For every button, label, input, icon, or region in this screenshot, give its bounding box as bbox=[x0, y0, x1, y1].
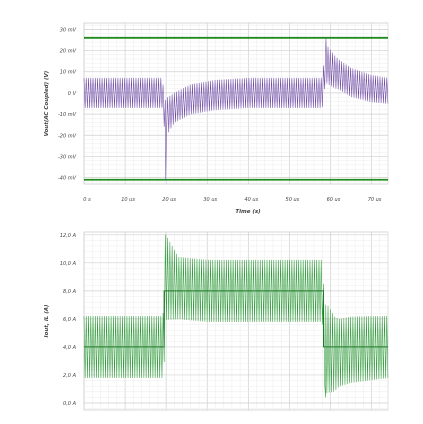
vout-y-axis-title: Vout(AC Coupled) (V) bbox=[44, 71, 50, 137]
vout-chart: 30 mV 20 mV 10 mV 0 V -10 mV -20 mV -30 mV -40 … bbox=[44, 22, 389, 215]
y-tick-label: -40 mV bbox=[58, 176, 77, 182]
y-tick-label: 10,0 A bbox=[60, 261, 77, 267]
y-tick-label: 0,0 A bbox=[63, 401, 77, 407]
x-tick-label: 50 us bbox=[286, 197, 300, 203]
x-tick-label: 70 us bbox=[368, 197, 382, 203]
vout-x-axis-title: Time (s) bbox=[235, 209, 260, 215]
y-tick-label: 2,0 A bbox=[63, 373, 77, 379]
y-tick-label: 8,0 A bbox=[63, 289, 77, 295]
current-series bbox=[83, 234, 389, 398]
x-tick-label: 0 s bbox=[83, 197, 91, 203]
current-y-axis-title: Iout, iL (A) bbox=[44, 305, 50, 338]
y-tick-label: 0 V bbox=[68, 91, 77, 97]
y-tick-label: 4,0 A bbox=[63, 345, 77, 351]
vout-x-tick-labels: 0 s 10 us 20 us 30 us 40 us 50 us 60 us 70 us bbox=[83, 197, 382, 203]
current-plot-area bbox=[83, 231, 389, 411]
y-tick-label: 30 mV bbox=[60, 27, 77, 33]
x-tick-label: 30 us bbox=[203, 197, 217, 203]
x-tick-label: 60 us bbox=[327, 197, 341, 203]
y-tick-label: -20 mV bbox=[58, 133, 77, 139]
series-line-average bbox=[84, 290, 388, 348]
vout-limit-lines bbox=[84, 36, 388, 181]
y-tick-label: 10 mV bbox=[60, 70, 77, 76]
y-tick-label: -10 mV bbox=[58, 112, 77, 118]
vout-plot-area bbox=[83, 22, 389, 185]
current-chart: 12,0 A 10,0 A 8,0 A 6,0 A 4,0 A 2,0 A 0,0 A Io… bbox=[44, 231, 389, 411]
x-tick-label: 20 us bbox=[162, 197, 176, 203]
vout-series bbox=[83, 37, 389, 181]
current-y-tick-labels: 12,0 A 10,0 A 8,0 A 6,0 A 4,0 A 2,0 A 0,0 A bbox=[60, 233, 77, 407]
x-tick-label: 10 us bbox=[121, 197, 135, 203]
series-line-ripple bbox=[83, 37, 389, 181]
y-tick-label: 12,0 A bbox=[60, 233, 77, 239]
y-tick-label: 6,0 A bbox=[63, 317, 77, 323]
y-tick-label: 20 mV bbox=[60, 49, 77, 55]
vout-y-tick-labels: 30 mV 20 mV 10 mV 0 V -10 mV -20 mV -30 mV -40 … bbox=[58, 27, 77, 181]
x-tick-label: 40 us bbox=[244, 197, 258, 203]
y-tick-label: -30 mV bbox=[58, 154, 77, 160]
